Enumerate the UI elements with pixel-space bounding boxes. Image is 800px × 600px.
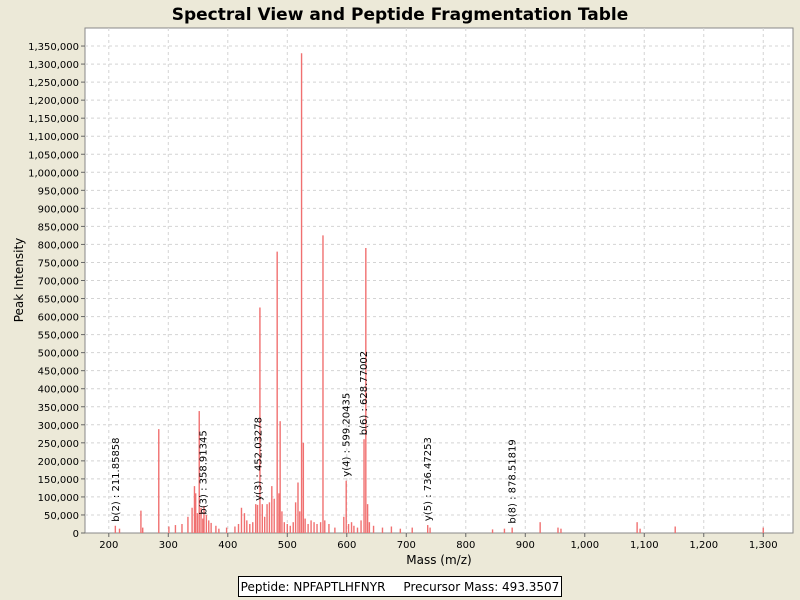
y-tick-label: 250,000 — [38, 439, 79, 450]
y-tick-label: 700,000 — [38, 277, 79, 288]
y-tick-label: 1,350,000 — [28, 42, 79, 53]
y-tick-label: 200,000 — [38, 457, 79, 468]
y-tick-label: 1,150,000 — [28, 114, 79, 125]
fragment-annotation: b(8) : 878.51819 — [507, 439, 518, 523]
y-tick-label: 1,200,000 — [28, 96, 79, 107]
x-tick-label: 700 — [397, 540, 416, 551]
legend-precursor-mass: Precursor Mass: 493.3507 — [403, 579, 560, 594]
y-tick-label: 600,000 — [38, 313, 79, 324]
legend-peptide: Peptide: NPFAPTLHFNYR — [240, 579, 386, 594]
y-tick-label: 850,000 — [38, 222, 79, 233]
y-tick-label: 900,000 — [38, 204, 79, 215]
x-tick-label: 300 — [159, 540, 178, 551]
y-tick-label: 1,100,000 — [28, 132, 79, 143]
y-axis-label: Peak Intensity — [12, 238, 26, 323]
y-tick-label: 350,000 — [38, 403, 79, 414]
x-tick-label: 900 — [516, 540, 535, 551]
y-tick-label: 750,000 — [38, 258, 79, 269]
x-tick-label: 1,200 — [689, 540, 718, 551]
y-tick-label: 650,000 — [38, 295, 79, 306]
y-tick-label: 450,000 — [38, 367, 79, 378]
fragment-annotations: b(2) : 211.85858 b(3) : 358.91345 y(3) : 4… — [111, 351, 519, 524]
y-tick-label: 400,000 — [38, 385, 79, 396]
chart-legend: Peptide: NPFAPTLHFNYR Precursor Mass: 49… — [238, 576, 562, 597]
x-tick-label: 1,100 — [630, 540, 659, 551]
fragment-annotation: b(6) : 628.77002 — [359, 351, 370, 435]
x-tick-label: 1,300 — [749, 540, 778, 551]
chart-title: Spectral View and Peptide Fragmentation … — [172, 5, 629, 25]
fragment-annotation: y(5) : 736.47253 — [423, 437, 434, 521]
y-tick-label: 1,050,000 — [28, 150, 79, 161]
fragment-annotation: b(2) : 211.85858 — [111, 437, 122, 521]
y-tick-label: 550,000 — [38, 331, 79, 342]
y-tick-label: 950,000 — [38, 186, 79, 197]
y-tick-label: 150,000 — [38, 475, 79, 486]
x-tick-label: 600 — [337, 540, 356, 551]
y-tick-label: 1,250,000 — [28, 78, 79, 89]
x-axis: 200 300 400 500 600 700 800 900 1,000 1,100 1,200 1… — [99, 533, 778, 551]
spectrum-peaks — [114, 53, 764, 533]
y-axis: 0 50,000 100,000 150,000 200,000 250,000 300,0… — [28, 42, 85, 540]
x-tick-label: 200 — [99, 540, 118, 551]
y-tick-label: 100,000 — [38, 493, 79, 504]
x-axis-label: Mass (m/z) — [406, 553, 471, 567]
y-tick-label: 1,000,000 — [28, 168, 79, 179]
fragment-annotation: y(3) : 452.03278 — [254, 417, 265, 501]
y-tick-label: 1,300,000 — [28, 60, 79, 71]
x-tick-label: 800 — [456, 540, 475, 551]
x-tick-label: 400 — [218, 540, 237, 551]
x-tick-label: 500 — [278, 540, 297, 551]
fragment-annotation: b(3) : 358.91345 — [198, 430, 209, 514]
y-tick-label: 500,000 — [38, 349, 79, 360]
x-tick-label: 1,000 — [570, 540, 599, 551]
y-tick-label: 800,000 — [38, 240, 79, 251]
y-tick-label: 0 — [73, 529, 79, 540]
grid-lines — [85, 28, 793, 533]
fragment-annotation: y(4) : 599.20435 — [341, 393, 352, 477]
y-tick-label: 300,000 — [38, 421, 79, 432]
y-tick-label: 50,000 — [44, 511, 79, 522]
